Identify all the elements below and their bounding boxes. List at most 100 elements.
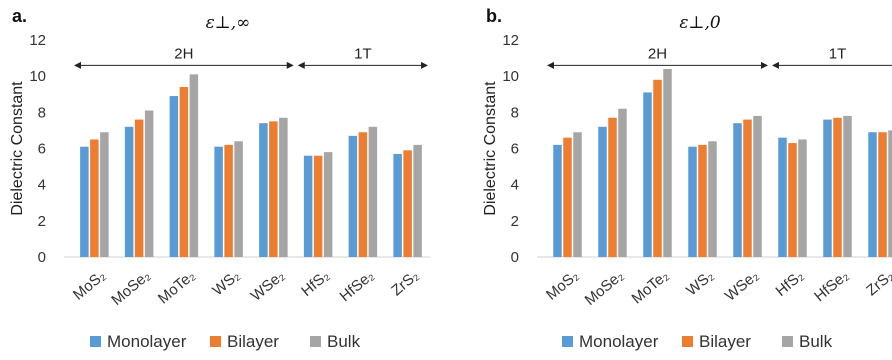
- bar-bilayer-5: [788, 143, 797, 257]
- x-category-label: WS₂: [683, 267, 717, 299]
- legend-label-bulk: Bulk: [799, 332, 833, 351]
- legend-label-bilayer: Bilayer: [227, 332, 279, 351]
- y-tick-label: 2: [511, 213, 519, 230]
- phase-label: 1T: [354, 45, 372, 62]
- phase-label: 1T: [829, 45, 847, 62]
- panel-label: a.: [12, 6, 27, 26]
- chart-title: ε⊥,∞: [206, 13, 251, 33]
- bar-bilayer-2: [179, 87, 189, 258]
- bar-bulk-4: [753, 115, 762, 257]
- bar-bilayer-2: [653, 79, 662, 258]
- y-tick-label: 0: [511, 249, 519, 266]
- phase-arrow-head-left: [297, 61, 305, 69]
- bar-bilayer-1: [608, 117, 617, 257]
- legend-swatch-bulk: [782, 336, 793, 347]
- bar-monolayer-3: [214, 146, 223, 257]
- x-category-label: MoSe₂: [582, 267, 628, 309]
- phase-label: 2H: [174, 45, 193, 62]
- bar-bulk-6: [368, 126, 378, 257]
- legend-label-bilayer: Bilayer: [699, 332, 751, 351]
- legend-swatch-monolayer: [90, 336, 101, 347]
- bar-bulk-2: [189, 74, 199, 257]
- bar-monolayer-0: [553, 144, 562, 257]
- legend-label-monolayer: Monolayer: [107, 332, 187, 351]
- x-category-label: HfS₂: [298, 267, 333, 300]
- y-tick-label: 8: [511, 104, 519, 121]
- legend-swatch-bulk: [310, 336, 321, 347]
- x-category-label: WS₂: [209, 267, 243, 299]
- bar-bulk-5: [798, 139, 807, 257]
- bar-bulk-0: [100, 132, 109, 257]
- bar-monolayer-5: [303, 155, 313, 257]
- bar-bulk-2: [663, 68, 672, 257]
- bar-monolayer-6: [823, 119, 832, 257]
- bar-bilayer-0: [90, 139, 99, 257]
- x-category-label: MoS₂: [543, 267, 582, 304]
- bar-monolayer-4: [733, 123, 742, 257]
- phase-arrow-head-right: [761, 61, 768, 69]
- y-tick-label: 4: [511, 177, 519, 194]
- x-category-label: MoSe₂: [108, 267, 154, 309]
- x-category-label: MoS₂: [70, 267, 109, 304]
- bar-bilayer-6: [358, 132, 368, 257]
- legend-swatch-bilayer: [682, 336, 693, 347]
- bar-bulk-7: [413, 144, 422, 257]
- y-axis-label: Dielectric Constant: [482, 81, 499, 216]
- bar-bilayer-4: [743, 119, 752, 257]
- y-tick-label: 12: [29, 32, 46, 49]
- bar-bulk-3: [708, 141, 717, 257]
- bar-monolayer-3: [688, 146, 697, 257]
- x-category-label: WSe₂: [248, 267, 288, 305]
- y-tick-label: 2: [38, 213, 46, 230]
- bar-monolayer-6: [348, 135, 358, 257]
- bar-bulk-1: [144, 110, 154, 258]
- x-category-label: HfS₂: [773, 267, 808, 300]
- phase-arrow-head-right: [286, 61, 294, 69]
- bar-bilayer-6: [833, 117, 842, 257]
- phase-arrow-head-left: [547, 61, 554, 69]
- bar-bulk-4: [279, 117, 288, 257]
- bar-bulk-6: [843, 115, 852, 257]
- bar-bilayer-0: [563, 137, 572, 257]
- bar-bilayer-1: [134, 119, 144, 257]
- bar-bilayer-4: [269, 121, 278, 257]
- y-tick-label: 10: [502, 68, 519, 85]
- bar-bilayer-7: [878, 132, 887, 257]
- y-tick-label: 6: [38, 141, 46, 158]
- phase-arrow-head-right: [421, 61, 428, 69]
- bar-monolayer-7: [868, 132, 877, 257]
- legend-swatch-monolayer: [562, 336, 573, 347]
- bar-bulk-0: [573, 132, 582, 257]
- bar-bilayer-7: [403, 150, 412, 257]
- y-tick-label: 10: [29, 68, 46, 85]
- y-tick-label: 4: [38, 177, 46, 194]
- phase-label: 2H: [648, 45, 667, 62]
- x-category-label: ZrS₂: [863, 267, 892, 299]
- bar-monolayer-7: [393, 153, 402, 257]
- panel-label: b.: [486, 6, 502, 26]
- bar-bulk-3: [234, 141, 243, 257]
- x-category-label: HfSe₂: [337, 267, 378, 305]
- bar-bilayer-5: [313, 155, 323, 257]
- x-category-label: WSe₂: [722, 267, 762, 305]
- bar-monolayer-1: [124, 126, 134, 257]
- bar-monolayer-2: [643, 92, 652, 257]
- bar-monolayer-0: [80, 146, 89, 257]
- x-category-label: MoTe₂: [155, 267, 199, 307]
- bar-bulk-1: [618, 108, 627, 257]
- y-tick-label: 6: [511, 141, 519, 158]
- x-category-label: ZrS₂: [388, 267, 422, 299]
- bar-monolayer-2: [169, 96, 179, 257]
- phase-arrow-head-left: [772, 61, 779, 69]
- bar-monolayer-4: [259, 123, 268, 257]
- bar-bilayer-3: [224, 144, 233, 257]
- bar-bulk-7: [888, 130, 892, 257]
- legend-label-bulk: Bulk: [327, 332, 361, 351]
- y-tick-label: 12: [502, 32, 519, 49]
- legend-swatch-bilayer: [210, 336, 221, 347]
- y-axis-label: Dielectric Constant: [9, 81, 26, 216]
- bar-bilayer-3: [698, 144, 707, 257]
- bar-monolayer-5: [778, 137, 787, 257]
